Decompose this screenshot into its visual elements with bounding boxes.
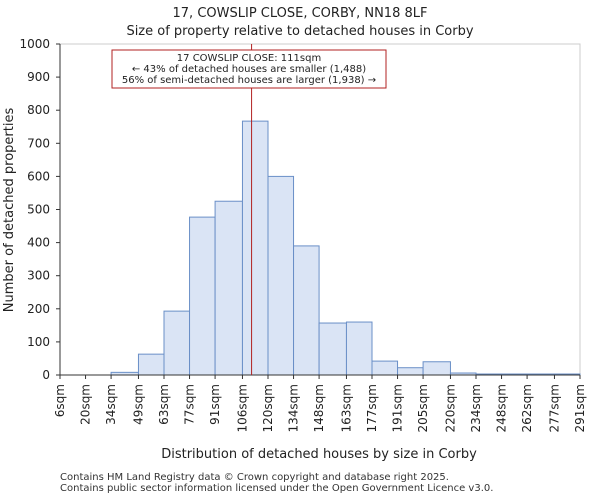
- bar: [214, 200, 243, 376]
- annotation-line-3: 56% of semi-detached houses are larger (…: [122, 75, 376, 86]
- attribution-line-1: Contains HM Land Registry data © Crown c…: [60, 472, 449, 483]
- bar: [163, 310, 191, 376]
- y-tick-label: 100: [27, 335, 50, 349]
- attribution-footer: Contains HM Land Registry data © Crown c…: [60, 472, 493, 494]
- x-tick-label: 134sqm: [287, 384, 301, 432]
- chart-subtitle: Size of property relative to detached ho…: [126, 24, 473, 39]
- chart-title: 17, COWSLIP CLOSE, CORBY, NN18 8LF: [173, 6, 428, 21]
- bar: [267, 175, 295, 376]
- bar: [397, 367, 424, 376]
- x-tick-label: 234sqm: [469, 384, 483, 432]
- x-tick-label: 34sqm: [104, 384, 118, 425]
- x-tick-label: 63sqm: [157, 384, 171, 425]
- x-tick-label: 20sqm: [79, 384, 93, 425]
- x-tick-label: 106sqm: [235, 384, 249, 432]
- y-tick-label: 700: [27, 136, 50, 150]
- y-tick-label: 400: [27, 236, 50, 250]
- y-tick-label: 600: [27, 169, 50, 183]
- x-tick-label: 6sqm: [53, 384, 67, 417]
- x-tick-label: 163sqm: [339, 384, 353, 432]
- annotation-line-1: 17 COWSLIP CLOSE: 111sqm: [177, 53, 321, 64]
- x-tick-label: 205sqm: [416, 384, 430, 432]
- bar: [137, 353, 165, 376]
- y-tick-label: 800: [27, 103, 50, 117]
- attribution-line-2: Contains public sector information licen…: [60, 483, 494, 494]
- x-tick-label: 291sqm: [573, 384, 587, 432]
- x-tick-label: 120sqm: [261, 384, 275, 432]
- y-tick-label: 200: [27, 302, 50, 316]
- bar: [189, 216, 216, 376]
- y-axis-label: Number of detached properties: [2, 108, 17, 313]
- bar: [422, 361, 451, 376]
- bar: [241, 120, 269, 376]
- bar: [345, 321, 373, 376]
- x-tick-label: 177sqm: [365, 384, 379, 432]
- bar: [371, 360, 399, 376]
- x-tick-label: 191sqm: [391, 384, 405, 432]
- bar: [293, 245, 320, 376]
- x-tick-label: 277sqm: [547, 384, 561, 432]
- annotation-box: [111, 49, 387, 89]
- y-tick-label: 0: [42, 368, 50, 382]
- x-tick-label: 49sqm: [131, 384, 145, 425]
- y-tick-label: 1000: [19, 37, 50, 51]
- x-axis-label: Distribution of detached houses by size …: [161, 447, 477, 462]
- x-tick-label: 262sqm: [520, 384, 534, 432]
- x-tick-label: 220sqm: [443, 384, 457, 432]
- y-tick-label: 300: [27, 269, 50, 283]
- y-tick-label: 900: [27, 70, 50, 84]
- x-tick-label: 77sqm: [183, 384, 197, 425]
- x-tick-label: 91sqm: [208, 384, 222, 425]
- y-tick-label: 500: [27, 203, 50, 217]
- x-tick-label: 248sqm: [495, 384, 509, 432]
- bar: [318, 322, 347, 376]
- x-tick-label: 148sqm: [312, 384, 326, 432]
- annotation-line-2: ← 43% of detached houses are smaller (1,…: [132, 64, 366, 75]
